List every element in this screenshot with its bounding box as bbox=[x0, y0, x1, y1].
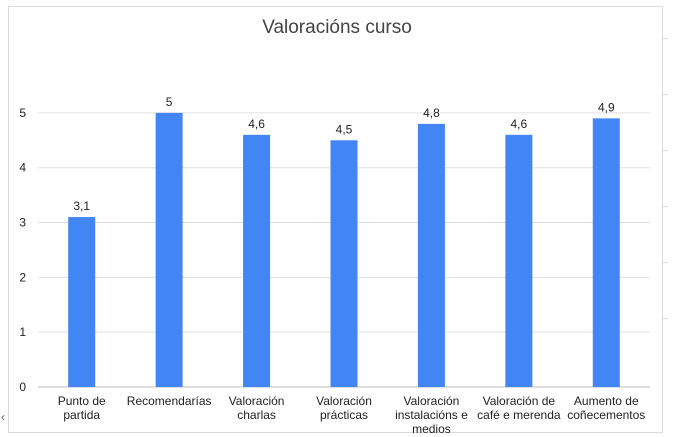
bar bbox=[592, 118, 620, 387]
x-tick-label: Valoración de bbox=[483, 394, 556, 408]
bar bbox=[243, 134, 271, 387]
right-gutter bbox=[663, 0, 675, 437]
x-tick-label: coñecementos bbox=[567, 408, 645, 422]
x-tick-label: Punto de bbox=[58, 394, 106, 408]
gutter-tick bbox=[663, 94, 668, 95]
y-tick-label: 2 bbox=[19, 270, 26, 284]
gutter-tick bbox=[663, 206, 668, 207]
bars bbox=[68, 112, 620, 388]
y-tick-label: 4 bbox=[19, 161, 26, 175]
x-tick-label: prácticas bbox=[320, 408, 368, 422]
x-tick-label: Recomendarías bbox=[127, 394, 212, 408]
x-tick-label: Valoración bbox=[404, 394, 460, 408]
bar bbox=[417, 123, 445, 387]
bar bbox=[330, 140, 358, 387]
chart-title: Valoracións curso bbox=[262, 17, 412, 38]
gutter-tick bbox=[663, 150, 668, 151]
x-tick-label: medios bbox=[412, 422, 451, 436]
gutter-tick bbox=[663, 262, 668, 263]
x-tick-label: Valoración bbox=[316, 394, 372, 408]
x-tick-label: Valoración bbox=[229, 394, 285, 408]
data-label: 5 bbox=[166, 95, 173, 109]
chevron-left-icon[interactable]: ‹ bbox=[1, 410, 5, 424]
y-tick-label: 1 bbox=[19, 325, 26, 339]
bar bbox=[505, 134, 533, 387]
data-label: 3,1 bbox=[73, 199, 90, 213]
x-tick-label: partida bbox=[63, 408, 100, 422]
gutter-tick bbox=[663, 38, 668, 39]
gutter-tick bbox=[663, 318, 668, 319]
bar bbox=[155, 112, 183, 388]
data-label: 4,6 bbox=[248, 117, 265, 131]
y-tick-label: 0 bbox=[19, 380, 26, 394]
data-label: 4,9 bbox=[598, 100, 615, 114]
data-label: 4,6 bbox=[511, 117, 528, 131]
data-label: 4,8 bbox=[423, 106, 440, 120]
bar bbox=[68, 217, 96, 387]
x-tick-label: Aumento de bbox=[574, 394, 639, 408]
x-tick-label: charlas bbox=[237, 408, 276, 422]
y-tick-label: 5 bbox=[19, 106, 26, 120]
data-label: 4,5 bbox=[336, 122, 353, 136]
x-tick-label: instalacións e bbox=[395, 408, 468, 422]
x-tick-label: café e merenda bbox=[477, 408, 561, 422]
y-tick-label: 3 bbox=[19, 216, 26, 230]
